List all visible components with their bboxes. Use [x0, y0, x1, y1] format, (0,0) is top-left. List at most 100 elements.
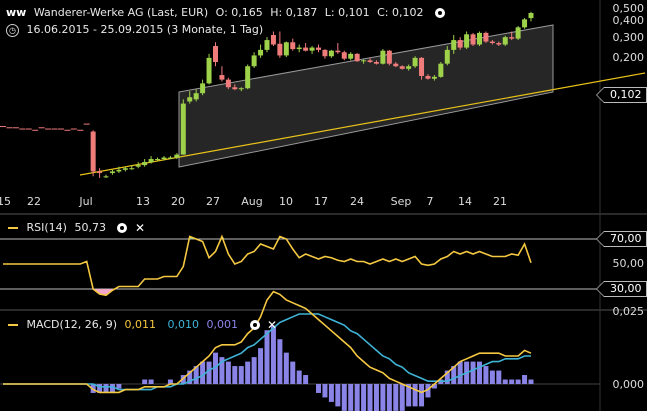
candle-body [348, 53, 354, 59]
candle-body [316, 47, 322, 50]
candle-body [206, 57, 212, 84]
candle-body [386, 50, 392, 64]
macd-histogram-bar [367, 384, 373, 411]
macd-histogram-bar [335, 384, 341, 407]
candle-body [361, 60, 367, 62]
candle-body [425, 75, 431, 79]
macd-histogram-bar [354, 384, 360, 411]
rsi-axis-label: 50,00 [612, 257, 645, 270]
candle-body [496, 43, 502, 45]
macd-histogram-bar [206, 361, 212, 384]
candle-body [457, 40, 463, 48]
candle-body [245, 66, 251, 89]
candle-body [103, 176, 109, 178]
candle-body [322, 49, 328, 57]
candle-body [341, 52, 347, 59]
macd-histogram-bar [483, 366, 489, 384]
macd-histogram-bar [258, 348, 264, 384]
candle-body [161, 157, 167, 160]
candle-body [406, 66, 412, 69]
candle-body [489, 41, 495, 44]
candle-body [277, 43, 283, 56]
macd-histogram-bar [393, 384, 399, 411]
macd-histogram-bar [193, 366, 199, 384]
candle-body [270, 35, 276, 45]
candle-body [122, 168, 128, 170]
high-value: H: 0,187 [270, 6, 318, 19]
last-price-tag: 0,102 [596, 87, 647, 103]
macd-histogram-bar [296, 370, 302, 384]
macd-histogram-bar [386, 384, 392, 411]
period-text[interactable]: 16.06.2015 - 25.09.2015 (3 Monate, 1 Tag… [26, 23, 264, 36]
candle-body [200, 83, 206, 94]
rsi-oversold-fill [93, 289, 115, 296]
macd-settings-button[interactable] [249, 320, 260, 330]
candle-body [509, 37, 515, 39]
macd-histogram-bar [187, 370, 193, 384]
x-axis-label: Aug [241, 195, 263, 208]
macd-histogram-bar [142, 379, 148, 384]
candle-body [393, 63, 399, 67]
macd-histogram-bar [148, 379, 154, 384]
macd-histogram-bar [444, 370, 450, 384]
instrument-name: Wanderer-Werke AG (Last, EUR) [33, 6, 209, 19]
rsi-close-icon[interactable]: ✕ [134, 221, 146, 235]
macd-histogram-bar [322, 384, 328, 398]
macd-histogram-bar [451, 366, 457, 384]
chart-header: ww Wanderer-Werke AG (Last, EUR) O: 0,16… [6, 6, 449, 19]
candle-body [483, 32, 489, 42]
candle-body [419, 57, 425, 76]
candle-body [373, 62, 379, 64]
candle-body [399, 66, 405, 69]
price-axis-label: 0,300 [612, 31, 645, 44]
macd-histogram-bar [103, 384, 109, 393]
rsi-settings-button[interactable] [117, 223, 128, 233]
rsi-line [3, 234, 532, 297]
price-axis-label: 0,400 [612, 14, 645, 27]
macd-histogram-bar [109, 384, 115, 393]
macd-histogram-bar [412, 384, 418, 407]
candle-body [251, 55, 257, 67]
clock-icon: ◷ [6, 23, 19, 37]
candle-body [522, 19, 528, 28]
candle-body [232, 87, 238, 90]
x-axis-label: Jul [79, 195, 93, 208]
candle-body [219, 75, 225, 80]
x-axis-label: 15 [0, 195, 11, 208]
macd-histogram-bar [328, 384, 334, 402]
x-axis-label: 21 [493, 195, 507, 208]
macd-histogram-bar [316, 384, 322, 393]
candle-body [225, 79, 231, 88]
candle-body [283, 42, 289, 56]
macd-histogram-bar [341, 384, 347, 411]
macd-close-icon[interactable]: ✕ [267, 318, 278, 332]
candle-body [444, 49, 450, 64]
rsi-swatch [8, 227, 18, 229]
price-axis-label: 0,200 [612, 51, 645, 64]
signal-line [3, 313, 531, 391]
macd-histogram-bar [97, 384, 103, 393]
rsi-label: RSI(14) [26, 221, 67, 234]
x-axis-label: 22 [27, 195, 41, 208]
macd-histogram-bar [212, 352, 218, 384]
macd-histogram-bar [399, 384, 405, 411]
chart-settings-button[interactable] [434, 8, 445, 18]
macd-histogram-bar [277, 339, 283, 384]
candle-body [135, 165, 141, 167]
candle-body [258, 49, 264, 56]
macd-histogram-bar [90, 384, 96, 393]
candle-body [238, 88, 244, 90]
macd-legend: MACD(12, 26, 9) 0,011 0,010 0,001 ✕ [8, 318, 277, 332]
x-axis-label: Sep [390, 195, 412, 208]
chart-wave-icon: ww [6, 6, 27, 19]
x-axis-label: 10 [279, 195, 293, 208]
macd-histogram-bar [116, 384, 122, 389]
macd-histogram-bar [200, 361, 206, 384]
x-axis-label: 7 [426, 195, 434, 208]
price-axis-label: 0,500 [612, 2, 645, 15]
close-value: C: 0,102 [377, 6, 424, 19]
x-axis-label: 27 [206, 195, 220, 208]
macd-histogram-bar [225, 361, 231, 384]
macd-swatch [8, 324, 18, 326]
